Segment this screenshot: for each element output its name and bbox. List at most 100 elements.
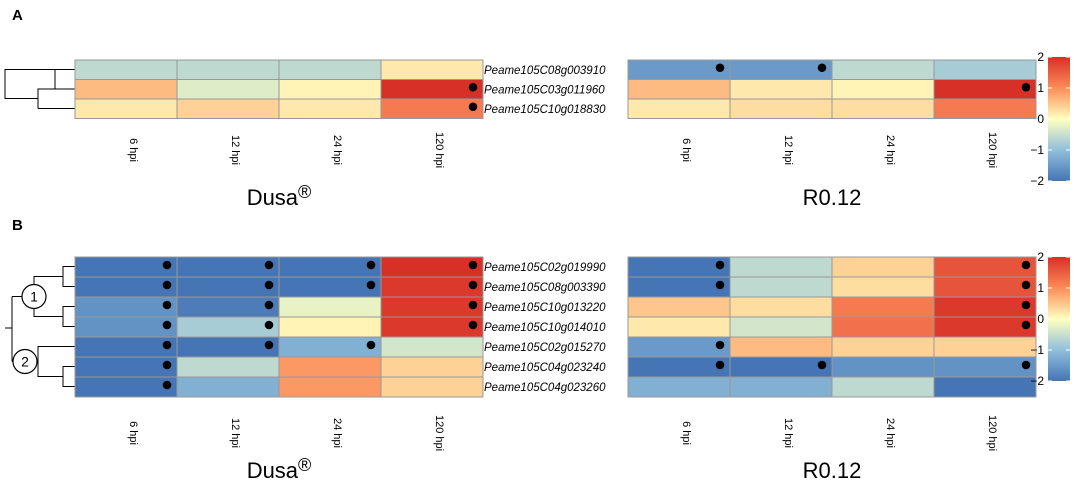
heatmap-cell — [74, 98, 178, 119]
heatmap-cell — [831, 256, 935, 278]
heatmap-cell — [278, 316, 382, 338]
heatmap-cell — [176, 316, 280, 338]
column-tick-label: 120 hpi — [433, 415, 445, 451]
significance-dot — [366, 340, 376, 350]
significance-dot — [468, 82, 478, 92]
cluster-1-number: 1 — [30, 289, 38, 305]
heatmaps: 6 hpi 12 hpi 24 hpi 120 hpi Dusa® 6 hpi 12 hpi… — [74, 50, 1070, 483]
significance-dot — [468, 102, 478, 112]
gene-label: Peame105C10g013220 — [484, 302, 606, 314]
significance-dot — [264, 280, 274, 290]
heatmap-cell — [831, 59, 935, 80]
heatmap-cell — [278, 276, 382, 298]
legend-tick-label: 1 — [1037, 81, 1044, 95]
heatmap-group-r0-12: 6 hpi 12 hpi 24 hpi 120 hpi R0.12 — [627, 59, 1037, 210]
significance-dot — [817, 360, 827, 370]
heatmap-cell — [176, 276, 280, 298]
heatmap-cell — [74, 256, 178, 278]
significance-dot — [817, 63, 827, 73]
legend-tick-label: 0 — [1037, 112, 1044, 126]
heatmap-cell — [278, 79, 382, 100]
significance-dot — [162, 280, 172, 290]
group-title: R0.12 — [803, 458, 862, 483]
significance-dot — [1021, 82, 1031, 92]
heatmap-cell — [933, 296, 1037, 318]
heatmap-cell — [278, 296, 382, 318]
cluster-label-1: 1 — [21, 283, 47, 310]
heatmap-cell — [74, 356, 178, 378]
heatmap-cell — [729, 296, 833, 318]
gene-label: Peame105C02g019990 — [484, 262, 606, 274]
significance-dot — [1021, 320, 1031, 330]
gene-label: Peame105C08g003910 — [484, 65, 606, 77]
heatmap-cell — [933, 256, 1037, 278]
gene-label: Peame105C10g018830 — [484, 104, 606, 116]
heatmap-cell — [74, 59, 178, 80]
legend-tick-label: −2 — [1030, 174, 1044, 188]
significance-dot — [162, 300, 172, 310]
heatmap-cell — [831, 356, 935, 378]
heatmap-cell — [380, 296, 484, 318]
heatmap-cell — [176, 296, 280, 318]
heatmap-cell — [933, 276, 1037, 298]
column-tick-label: 120 hpi — [433, 132, 445, 168]
legend-color-bar — [1048, 57, 1070, 181]
column-tick-label: 6 hpi — [680, 138, 692, 162]
cluster-label-2: 2 — [12, 348, 38, 375]
heatmap-cell — [278, 376, 382, 398]
heatmap-cell — [176, 356, 280, 378]
significance-dot — [264, 320, 274, 330]
significance-dot — [468, 260, 478, 270]
panel-letter-a: A — [12, 7, 23, 24]
significance-dot — [715, 360, 725, 370]
heatmap-cell — [176, 98, 280, 119]
heatmap-cell — [380, 256, 484, 278]
legend-tick-label: 2 — [1037, 50, 1044, 64]
heatmap-group-dusa: 6 hpi 12 hpi 24 hpi 120 hpi Dusa® — [74, 59, 484, 210]
column-tick-label: 120 hpi — [986, 415, 998, 451]
cluster-2-number: 2 — [21, 354, 29, 370]
significance-dot — [366, 280, 376, 290]
heatmap-cell — [831, 316, 935, 338]
significance-dot — [162, 360, 172, 370]
heatmap-cell — [627, 276, 731, 298]
column-tick-label: 12 hpi — [782, 418, 794, 448]
registered-mark: ® — [298, 182, 311, 202]
cluster-2-circle — [12, 348, 38, 375]
heatmap-cell — [74, 79, 178, 100]
dendrogram-a — [4, 69, 75, 109]
gene-label: Peame105C02g015270 — [484, 342, 606, 354]
column-tick-label: 24 hpi — [331, 418, 343, 448]
heatmap-group-r0-12: 6 hpi 12 hpi 24 hpi 120 hpi R0.12 — [627, 256, 1037, 483]
group-title: R0.12 — [803, 185, 862, 210]
heatmap-cell — [729, 276, 833, 298]
significance-dot — [366, 260, 376, 270]
panel-letter-b: B — [12, 217, 23, 234]
heatmap-cell — [74, 296, 178, 318]
column-tick-label: 6 hpi — [680, 421, 692, 445]
heatmap-cell — [831, 376, 935, 398]
column-tick-label: 12 hpi — [229, 418, 241, 448]
significance-dot — [715, 340, 725, 350]
heatmap-cell — [380, 356, 484, 378]
significance-dot — [715, 260, 725, 270]
heatmap-cell — [380, 376, 484, 398]
heatmap-panel-a: 6 hpi 12 hpi 24 hpi 120 hpi Dusa® 6 hpi 12 hpi… — [74, 50, 1070, 210]
registered-mark: ® — [298, 455, 311, 475]
group-title: Dusa® — [247, 182, 312, 210]
heatmap-cell — [380, 316, 484, 338]
column-tick-label: 12 hpi — [229, 135, 241, 165]
column-tick-label: 24 hpi — [884, 135, 896, 165]
significance-dot — [468, 320, 478, 330]
heatmap-cell — [729, 376, 833, 398]
heatmap-cell — [627, 376, 731, 398]
heatmap-cell — [380, 59, 484, 80]
significance-dot — [468, 300, 478, 310]
legend-tick-label: −1 — [1030, 343, 1044, 357]
heatmap-cell — [176, 256, 280, 278]
heatmap-cell — [729, 98, 833, 119]
heatmap-panel-b: 6 hpi 12 hpi 24 hpi 120 hpi Dusa® 6 hpi 12 hpi… — [74, 250, 1070, 483]
heatmap-cell — [74, 276, 178, 298]
significance-dot — [162, 380, 172, 390]
cluster-1-circle — [21, 283, 47, 310]
